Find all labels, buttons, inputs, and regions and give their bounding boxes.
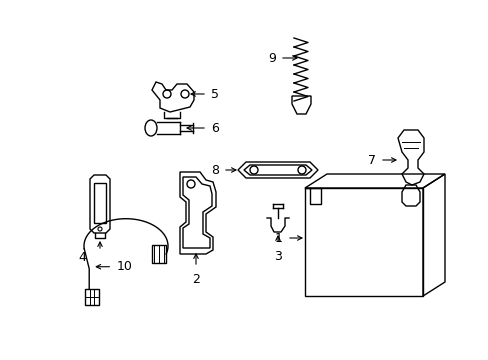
Text: 2: 2 [192,273,200,286]
Text: 6: 6 [210,122,219,135]
Text: 8: 8 [210,163,219,176]
Text: 7: 7 [367,153,375,166]
Text: 9: 9 [267,51,275,64]
Text: 10: 10 [116,260,132,273]
Text: 1: 1 [275,231,283,244]
Text: 4: 4 [78,251,86,264]
Text: 5: 5 [210,87,219,100]
Text: 3: 3 [273,250,282,263]
